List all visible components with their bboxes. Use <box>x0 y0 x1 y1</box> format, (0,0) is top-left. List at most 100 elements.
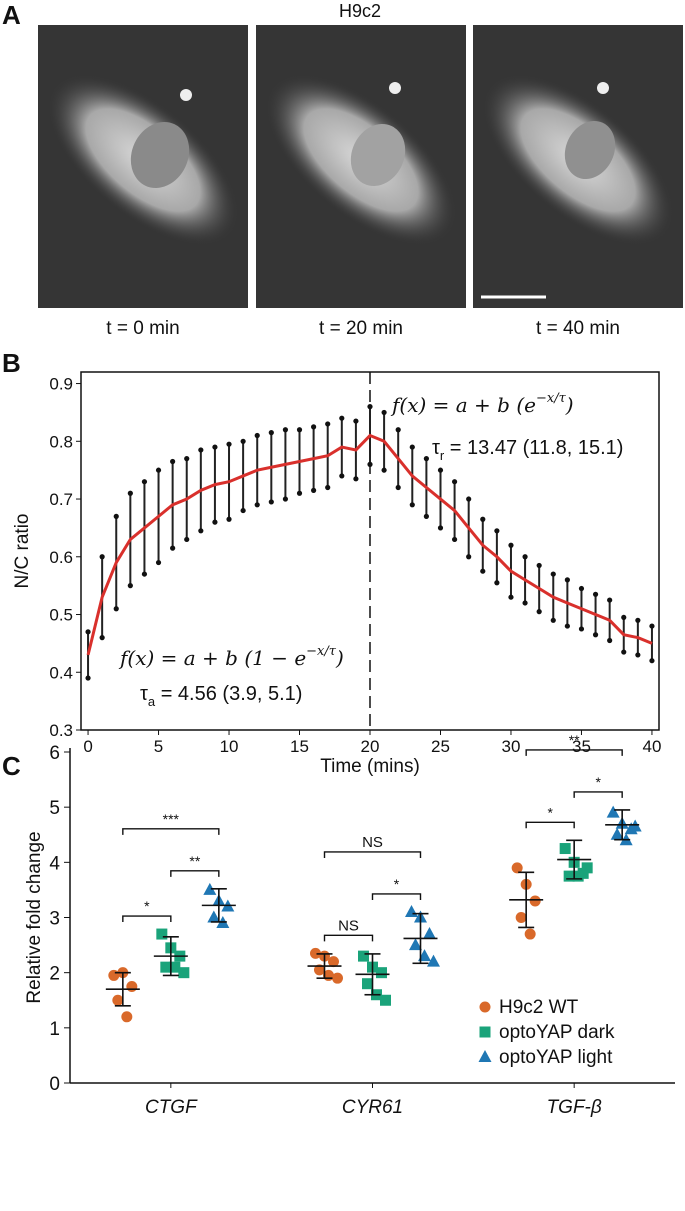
error-end <box>578 585 585 592</box>
legend-label: optoYAP dark <box>499 1022 615 1043</box>
error-end <box>550 571 556 577</box>
annotation: τr = 13.47 (11.8, 15.1) <box>432 437 623 463</box>
y-tick-label: 0.4 <box>49 663 73 682</box>
error-end <box>621 649 627 655</box>
annotation-exponent: −x/τ <box>306 644 337 659</box>
panel-a: A H9c2 t = 0 min t = 20 min t = 40 min <box>2 0 683 339</box>
error-end <box>480 568 486 574</box>
error-end <box>339 415 345 421</box>
error-end <box>649 658 655 664</box>
data-point <box>207 910 221 923</box>
data-point <box>405 904 418 917</box>
error-end <box>451 536 458 543</box>
x-tick-label: 5 <box>154 737 163 756</box>
y-tick-label: 0.5 <box>49 606 73 625</box>
data-point <box>409 938 422 951</box>
data-point <box>362 978 373 990</box>
frame-label: t = 20 min <box>319 318 403 339</box>
error-end <box>254 432 260 439</box>
data-point <box>310 947 321 959</box>
error-end <box>635 617 641 623</box>
y-tick-label: 2 <box>49 964 60 985</box>
error-end <box>395 484 401 491</box>
significance-bracket <box>170 870 220 877</box>
error-end <box>494 528 500 534</box>
significance-label: * <box>595 774 601 790</box>
data-point <box>112 994 124 1006</box>
data-point <box>427 954 440 967</box>
panel-label: A <box>2 0 21 30</box>
error-end <box>311 487 317 493</box>
frame-label: t = 0 min <box>106 318 179 339</box>
legend-label: optoYAP light <box>499 1047 613 1068</box>
error-end <box>508 594 514 600</box>
error-end <box>550 617 556 623</box>
data-point <box>423 927 436 940</box>
error-end <box>522 600 528 606</box>
error-end <box>85 675 91 681</box>
error-end <box>437 467 444 473</box>
annotation-subscript: r <box>440 448 445 463</box>
error-end <box>536 609 542 615</box>
error-end <box>423 456 429 462</box>
panel-label: B <box>2 348 21 378</box>
y-tick-label: 0 <box>49 1074 60 1095</box>
data-point <box>559 843 571 855</box>
error-end <box>282 496 289 502</box>
mean-line <box>86 433 653 656</box>
data-point <box>563 870 575 882</box>
data-point <box>610 827 624 840</box>
annotation-part: ) <box>565 393 574 417</box>
frame-label: t = 40 min <box>536 318 620 339</box>
data-point <box>332 972 343 984</box>
error-end <box>113 606 119 612</box>
error-end <box>564 623 570 629</box>
error-end <box>141 479 148 485</box>
y-tick-label: 0.9 <box>49 375 73 394</box>
x-tick-label: 15 <box>290 737 309 756</box>
error-end <box>99 554 105 560</box>
error-end <box>423 513 429 519</box>
error-end <box>578 626 585 632</box>
error-end <box>155 559 162 566</box>
error-end <box>466 554 472 560</box>
x-tick-label: 40 <box>642 737 661 756</box>
error-end <box>99 635 105 641</box>
annotation-exponent: −x/τ <box>536 391 567 406</box>
annotation-part: f(x) = a + b (e <box>390 393 536 417</box>
error-end <box>381 409 387 416</box>
error-end <box>184 456 190 462</box>
data-point <box>121 1011 133 1023</box>
error-end <box>240 438 246 444</box>
data-point <box>178 967 190 979</box>
y-tick-label: 0.3 <box>49 721 73 740</box>
error-end <box>480 516 486 522</box>
x-tick-label: TGF-β <box>547 1097 602 1118</box>
significance-bracket <box>122 828 220 835</box>
significance-bracket <box>122 915 172 923</box>
error-end <box>113 513 119 519</box>
error-end <box>268 430 274 436</box>
y-tick-label: 0.6 <box>49 548 73 567</box>
legend-label: H9c2 WT <box>499 997 579 1018</box>
annotation-subscript: a <box>148 694 156 709</box>
data-point <box>529 895 541 907</box>
error-end <box>409 502 415 508</box>
significance-label: NS <box>338 917 359 934</box>
y-tick-label: 0.8 <box>49 432 73 451</box>
error-end <box>592 591 599 597</box>
x-tick-label: 30 <box>502 737 521 756</box>
significance-bracket <box>371 893 422 900</box>
panel-label: C <box>2 751 21 781</box>
error-end <box>198 528 204 534</box>
significance-bracket <box>525 821 575 829</box>
annotation: τa = 4.56 (3.9, 5.1) <box>140 683 302 709</box>
data-point <box>581 862 593 874</box>
significance-label: * <box>394 876 400 892</box>
error-end <box>170 545 176 551</box>
annotation-part: = 13.47 (11.8, 15.1) <box>444 437 623 459</box>
y-tick-label: 0.7 <box>49 490 73 509</box>
error-end <box>226 516 232 522</box>
data-point <box>314 964 325 976</box>
x-tick-label: CYR61 <box>342 1097 403 1118</box>
